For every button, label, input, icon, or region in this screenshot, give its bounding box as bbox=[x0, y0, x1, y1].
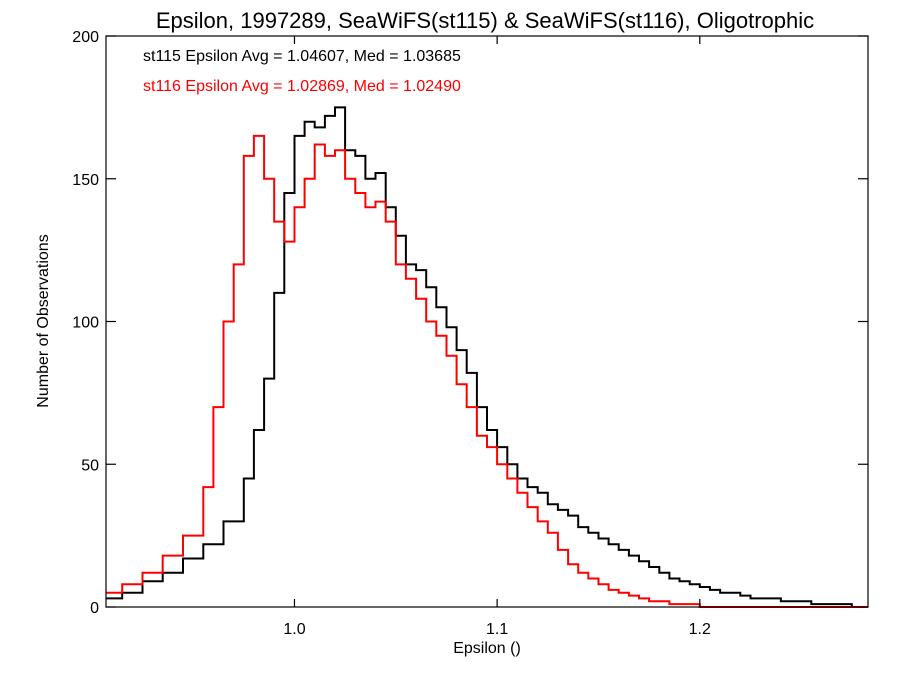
x-tick-label-0: 1.0 bbox=[283, 621, 305, 638]
x-axis-label: Epsilon () bbox=[453, 640, 521, 657]
x-axis: 1.0 1.1 1.2 bbox=[283, 36, 711, 638]
y-axis: 0 50 100 150 200 bbox=[72, 29, 868, 617]
x-tick-label-2: 1.2 bbox=[689, 621, 711, 638]
series-layer bbox=[106, 106, 868, 608]
x-tick-label-1: 1.1 bbox=[486, 621, 508, 638]
y-axis-label: Number of Observations bbox=[35, 234, 52, 407]
y-tick-label-4: 200 bbox=[72, 29, 99, 46]
legend-entry-st115: st115 Epsilon Avg = 1.04607, Med = 1.036… bbox=[143, 48, 461, 65]
y-tick-label-0: 0 bbox=[90, 600, 99, 617]
legend-entry-st116: st116 Epsilon Avg = 1.02869, Med = 1.024… bbox=[143, 78, 461, 95]
plot-frame bbox=[105, 35, 869, 608]
y-tick-label-1: 50 bbox=[81, 457, 99, 474]
series-st116-line bbox=[106, 134, 868, 608]
chart-title: Epsilon, 1997289, SeaWiFS(st115) & SeaWi… bbox=[156, 8, 814, 33]
y-tick-label-2: 100 bbox=[72, 315, 99, 332]
series-st115-line bbox=[106, 106, 868, 608]
y-tick-label-3: 150 bbox=[72, 172, 99, 189]
